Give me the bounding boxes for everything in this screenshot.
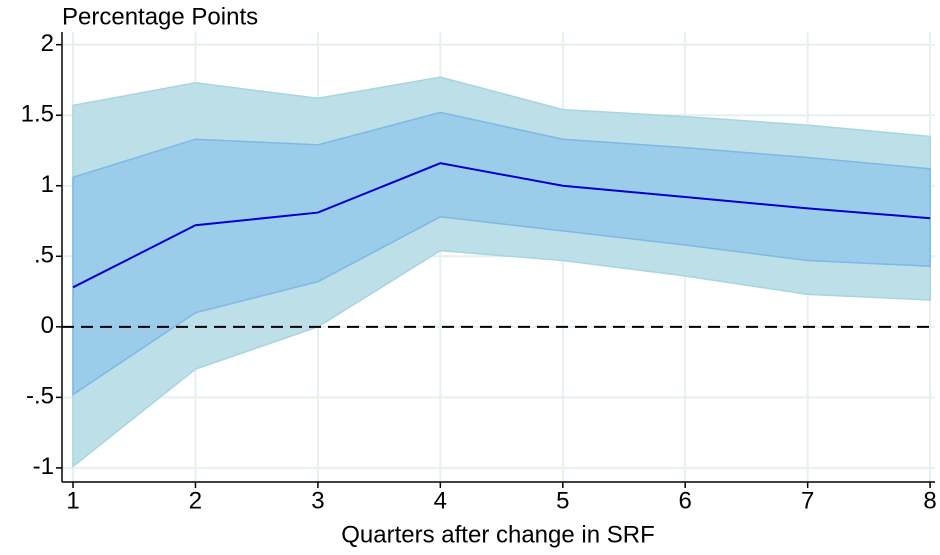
x-tick-label: 1 — [66, 487, 79, 514]
x-axis-title: Quarters after change in SRF — [341, 521, 654, 548]
y-tick-label: -.5 — [26, 383, 54, 410]
confidence-band — [72, 111, 931, 396]
y-tick-label: 2 — [41, 30, 54, 57]
x-tick-label: 5 — [556, 487, 569, 514]
x-tick-label: 7 — [801, 487, 814, 514]
y-tick-label: -1 — [33, 453, 54, 480]
y-tick-label: 1 — [41, 171, 54, 198]
x-tick-label: 4 — [434, 487, 447, 514]
x-tick-label: 6 — [679, 487, 692, 514]
y-axis-title: Percentage Points — [62, 3, 258, 30]
y-tick-label: .5 — [34, 242, 54, 269]
y-tick-label: 0 — [41, 312, 54, 339]
x-tick-label: 3 — [311, 487, 324, 514]
line — [72, 162, 931, 289]
x-tick-label: 2 — [189, 487, 202, 514]
x-tick-label: 8 — [923, 487, 936, 514]
y-tick-label: 1.5 — [21, 101, 54, 128]
